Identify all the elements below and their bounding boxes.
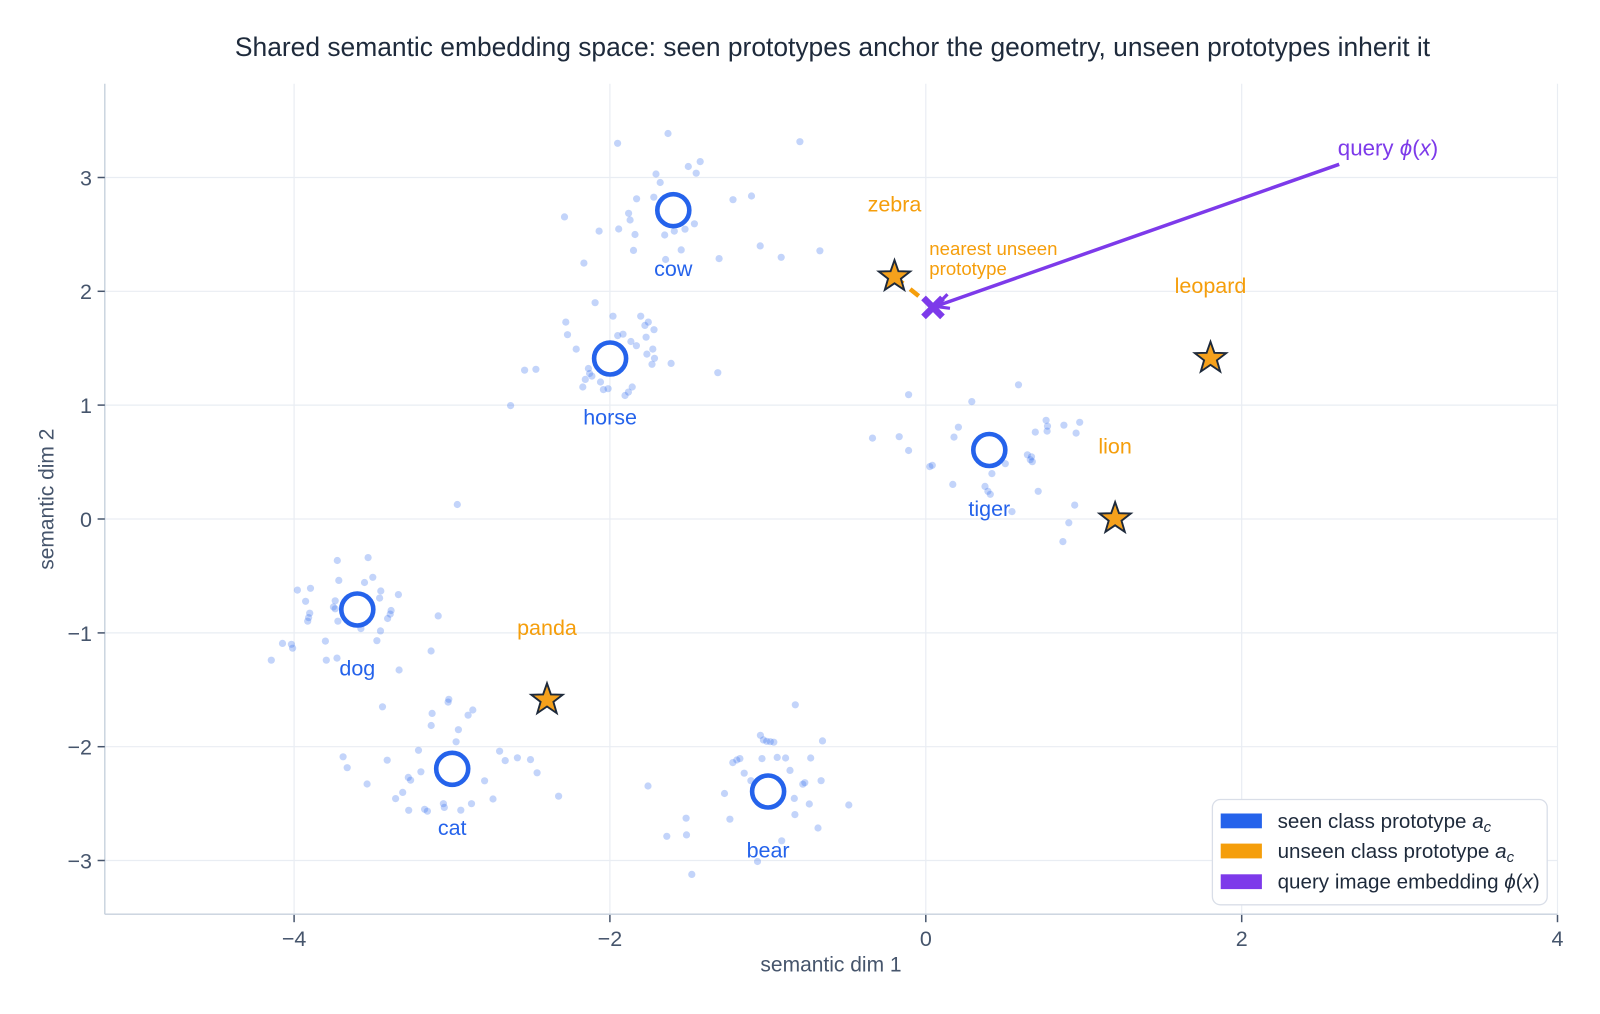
svg-text:−1: −1 (67, 622, 92, 646)
svg-text:prototype: prototype (929, 258, 1007, 279)
svg-text:3: 3 (80, 166, 92, 190)
svg-text:dog: dog (339, 657, 375, 681)
svg-text:zebra: zebra (868, 193, 922, 217)
svg-text:panda: panda (517, 616, 577, 640)
svg-text:2: 2 (80, 280, 92, 304)
svg-text:−2: −2 (598, 927, 623, 951)
svg-text:horse: horse (583, 406, 637, 430)
svg-text:tiger: tiger (968, 497, 1010, 521)
svg-text:semantic dim 1: semantic dim 1 (760, 954, 901, 977)
svg-text:2: 2 (1236, 927, 1248, 951)
svg-text:−2: −2 (67, 736, 92, 760)
svg-text:nearest unseen: nearest unseen (929, 238, 1057, 259)
svg-text:unseen class prototype ac: unseen class prototype ac (1278, 840, 1515, 866)
svg-text:semantic dim 2: semantic dim 2 (36, 429, 59, 570)
svg-text:leopard: leopard (1175, 274, 1247, 298)
svg-text:query image embedding ϕ(x): query image embedding ϕ(x) (1278, 871, 1540, 894)
svg-text:Shared semantic embedding spac: Shared semantic embedding space: seen pr… (235, 32, 1431, 62)
svg-text:0: 0 (80, 508, 92, 532)
svg-text:cat: cat (438, 816, 467, 840)
svg-text:1: 1 (80, 394, 92, 418)
svg-text:seen class prototype ac: seen class prototype ac (1278, 810, 1492, 836)
svg-text:bear: bear (747, 839, 790, 863)
svg-text:−3: −3 (67, 849, 92, 873)
svg-text:query ϕ(x): query ϕ(x) (1338, 135, 1438, 160)
svg-text:4: 4 (1552, 927, 1564, 951)
svg-text:0: 0 (920, 927, 932, 951)
svg-text:cow: cow (654, 257, 693, 281)
svg-text:−4: −4 (282, 927, 307, 951)
svg-text:lion: lion (1098, 434, 1131, 458)
